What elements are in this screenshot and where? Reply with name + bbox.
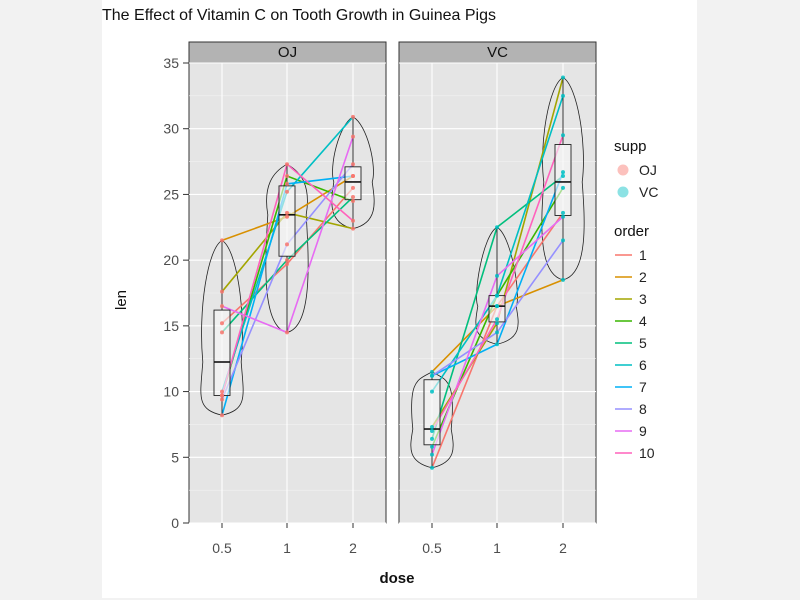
data-point: [561, 170, 565, 175]
data-point: [430, 465, 434, 470]
data-point: [561, 93, 565, 98]
data-point: [561, 75, 565, 80]
facet-panel-oj: OJ 0.5 1 2: [188, 41, 387, 556]
x-tick-label: 1: [493, 540, 501, 556]
legend-supp-title: supp: [614, 138, 647, 155]
y-tick-label: 35: [163, 55, 179, 71]
data-point: [430, 425, 434, 430]
data-point: [495, 317, 499, 322]
legend-order-label: 1: [639, 247, 647, 263]
data-point: [351, 114, 355, 119]
box-body: [344, 166, 362, 201]
data-point: [495, 330, 499, 335]
data-point: [561, 238, 565, 243]
data-point: [285, 174, 289, 179]
data-point: [285, 242, 289, 247]
data-point: [220, 238, 224, 243]
data-point: [285, 330, 289, 335]
x-tick-label: 2: [349, 540, 357, 556]
x-tick-label: 1: [283, 540, 291, 556]
legend-order-label: 4: [639, 313, 647, 329]
legend-supp-key: [617, 186, 629, 198]
data-point: [561, 185, 565, 190]
data-point: [495, 293, 499, 298]
data-point: [495, 304, 499, 309]
data-point: [430, 429, 434, 433]
legend-order-label: 3: [639, 291, 647, 307]
data-point: [430, 452, 434, 457]
data-point: [220, 393, 224, 398]
x-axis-title: dose: [379, 570, 414, 587]
data-point: [220, 304, 224, 309]
data-point: [561, 214, 565, 219]
data-point: [285, 210, 289, 215]
data-point: [495, 342, 499, 347]
y-tick-label: 15: [163, 318, 179, 334]
x-tick-label: 2: [559, 540, 567, 556]
data-point: [351, 174, 355, 179]
data-point: [351, 162, 355, 167]
data-point: [561, 133, 565, 138]
data-point: [285, 214, 289, 219]
data-point: [220, 397, 224, 402]
data-point: [351, 134, 355, 139]
figure: The Effect of Vitamin C on Tooth Growth …: [102, 0, 697, 598]
data-point: [430, 436, 434, 441]
legend-supp: supp OJ VC: [614, 138, 658, 200]
legend-order-label: 9: [639, 423, 647, 439]
y-tick-label: 10: [163, 384, 179, 400]
data-point: [351, 185, 355, 190]
legend-supp-key: [617, 164, 629, 176]
data-point: [220, 389, 224, 394]
legend-supp-label: OJ: [639, 162, 657, 178]
data-point: [220, 289, 224, 294]
legend-order: order 1 2 3 4 5 6 7 8 9 10: [614, 223, 655, 461]
data-point: [351, 218, 355, 223]
data-point: [220, 413, 224, 418]
data-point: [285, 258, 289, 263]
data-point: [430, 389, 434, 394]
y-tick-label: 20: [163, 252, 179, 268]
box-body: [423, 379, 441, 446]
chart-title: The Effect of Vitamin C on Tooth Growth …: [102, 7, 496, 24]
data-point: [561, 174, 565, 179]
y-tick-label: 30: [163, 121, 179, 137]
data-point: [220, 321, 224, 326]
data-point: [351, 199, 355, 203]
legend-supp-label: VC: [639, 184, 658, 200]
facet-panel-vc: VC 0.5 1 2: [398, 41, 597, 556]
data-point: [285, 181, 289, 186]
data-point: [220, 330, 224, 335]
data-point: [351, 226, 355, 231]
data-point: [430, 444, 434, 449]
y-tick-label: 25: [163, 186, 179, 202]
data-point: [430, 369, 434, 374]
data-point: [495, 321, 499, 326]
legend-order-label: 7: [639, 379, 647, 395]
data-point: [285, 189, 289, 194]
legend-order-label: 2: [639, 269, 647, 285]
data-point: [351, 195, 355, 200]
data-point: [561, 210, 565, 215]
legend-order-label: 8: [639, 401, 647, 417]
legend-order-label: 10: [639, 445, 655, 461]
x-tick-label: 0.5: [212, 540, 232, 556]
facet-strip-label: OJ: [278, 44, 297, 61]
data-point: [285, 162, 289, 167]
y-tick-label: 0: [171, 515, 179, 531]
legend-order-title: order: [614, 223, 649, 240]
legend-order-label: 5: [639, 335, 647, 351]
data-point: [495, 225, 499, 230]
y-tick-label: 5: [171, 449, 179, 465]
facet-strip-label: VC: [487, 44, 508, 61]
x-tick-label: 0.5: [422, 540, 442, 556]
data-point: [285, 262, 289, 267]
data-point: [561, 277, 565, 282]
data-point: [430, 373, 434, 378]
data-point: [495, 273, 499, 278]
box-body: [554, 144, 572, 216]
y-axis-title: len: [113, 290, 130, 310]
legend-order-label: 6: [639, 357, 647, 373]
